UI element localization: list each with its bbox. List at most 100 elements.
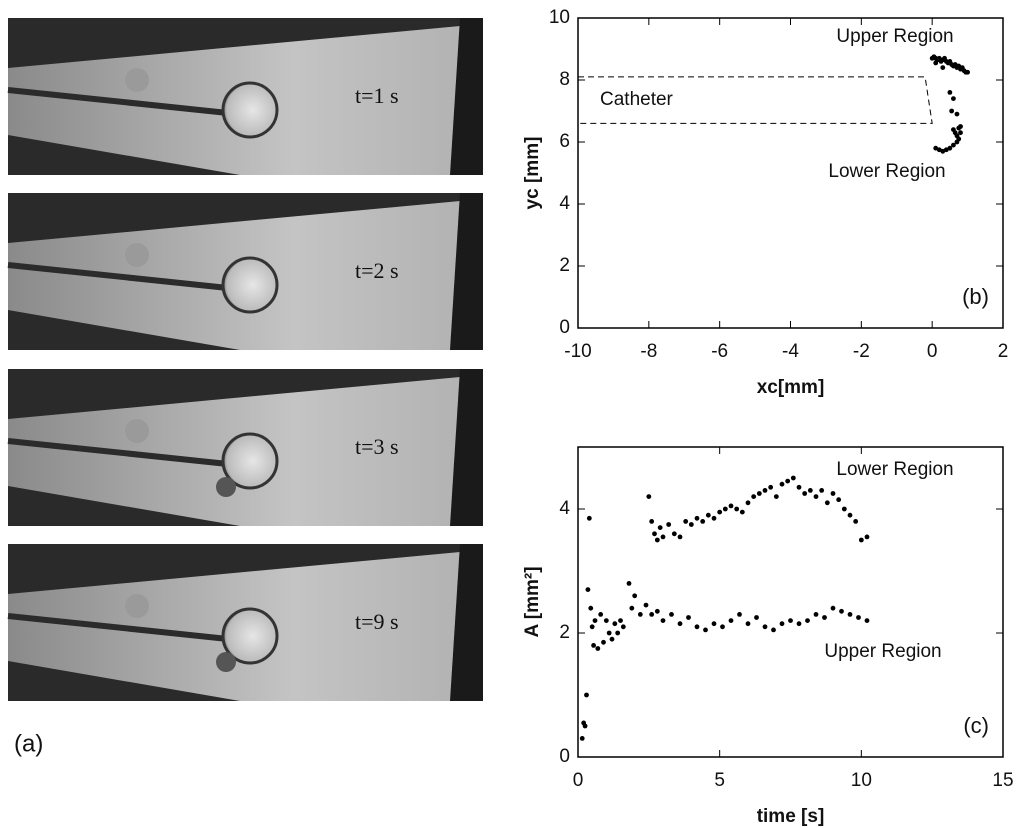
photo-panel: t=1 s t=2 s t=3 s t=9 s <box>7 18 483 701</box>
droplet <box>221 256 279 314</box>
point <box>637 612 643 617</box>
point <box>788 618 793 623</box>
y-tick-label: 0 <box>559 317 570 338</box>
point <box>951 96 956 101</box>
point <box>949 108 955 114</box>
bubble <box>125 68 149 92</box>
x-tick-label: -4 <box>782 341 799 362</box>
photo-shadow-bottom <box>8 310 240 350</box>
frame-label: t=9 s <box>355 609 399 634</box>
point <box>756 491 762 496</box>
point <box>830 605 836 611</box>
point <box>591 643 596 648</box>
photo-edge <box>450 369 483 526</box>
point <box>779 481 785 487</box>
point <box>694 624 700 630</box>
photo-edge <box>450 193 483 350</box>
point <box>705 512 711 518</box>
point <box>688 522 694 527</box>
point <box>762 488 768 493</box>
series-label: Upper Region <box>836 26 953 47</box>
point <box>654 537 660 543</box>
photo-shadow-top <box>8 193 460 243</box>
point <box>864 534 870 540</box>
point <box>790 475 796 481</box>
series-label: Lower Region <box>828 161 945 182</box>
photo-edge <box>450 544 483 701</box>
point <box>700 519 706 524</box>
point <box>588 605 594 611</box>
point <box>796 621 802 627</box>
point <box>717 509 723 515</box>
point <box>657 525 663 530</box>
series-label: Lower Region <box>836 459 953 480</box>
point <box>847 612 853 617</box>
point <box>669 612 674 617</box>
point <box>603 618 609 623</box>
point <box>728 618 734 623</box>
bubble <box>125 243 149 267</box>
point <box>771 627 776 633</box>
point <box>965 69 970 75</box>
point <box>762 624 768 630</box>
point <box>796 484 802 490</box>
point <box>822 615 827 620</box>
point <box>703 627 708 633</box>
x-tick-label: 0 <box>927 341 938 362</box>
point <box>582 723 588 729</box>
x-tick-label: -6 <box>711 341 728 362</box>
point <box>649 519 655 524</box>
point <box>737 612 742 617</box>
point <box>711 621 717 627</box>
photo-shadow-bottom <box>8 661 240 701</box>
photo-shadow-top <box>8 18 460 68</box>
x-tick-label: 15 <box>992 770 1013 791</box>
photo-shadow-top <box>8 369 460 419</box>
x-tick-label: -8 <box>640 341 657 362</box>
panel-label: (a) <box>14 730 43 757</box>
point <box>643 602 649 608</box>
point <box>940 65 946 70</box>
panel-label: (c) <box>963 713 989 738</box>
point <box>677 534 683 540</box>
point <box>958 130 963 136</box>
panel-label: (b) <box>962 284 989 309</box>
y-tick-label: 10 <box>549 7 570 28</box>
droplet <box>221 81 279 139</box>
point <box>683 519 689 524</box>
point <box>620 624 626 630</box>
frame-label: t=2 s <box>355 258 399 283</box>
point <box>839 608 844 614</box>
catheter <box>7 438 229 467</box>
point <box>841 506 847 512</box>
point <box>751 494 757 499</box>
point <box>585 587 591 592</box>
point <box>728 503 734 509</box>
point <box>595 646 601 651</box>
x-tick-label: 0 <box>573 770 584 791</box>
catheter <box>7 613 229 642</box>
point <box>933 145 939 151</box>
point <box>830 491 836 496</box>
x-tick-label: -10 <box>564 341 591 362</box>
point <box>649 612 655 617</box>
droplet <box>221 432 279 490</box>
photo-shadow-top <box>8 544 460 594</box>
y-tick-label: 0 <box>559 746 570 767</box>
plot-frame <box>577 446 1004 758</box>
catheter-outline <box>578 76 933 124</box>
point <box>592 618 598 623</box>
x-tick-label: -2 <box>853 341 870 362</box>
point <box>629 605 635 611</box>
y-tick-label: 4 <box>559 193 570 214</box>
point <box>947 90 953 95</box>
catheter <box>7 87 229 116</box>
point <box>807 488 813 493</box>
point <box>958 124 963 129</box>
point <box>722 506 728 512</box>
point <box>824 500 830 506</box>
point <box>864 618 870 623</box>
small-droplet <box>216 652 236 672</box>
y-tick-label: 2 <box>559 255 570 276</box>
point <box>805 618 810 623</box>
